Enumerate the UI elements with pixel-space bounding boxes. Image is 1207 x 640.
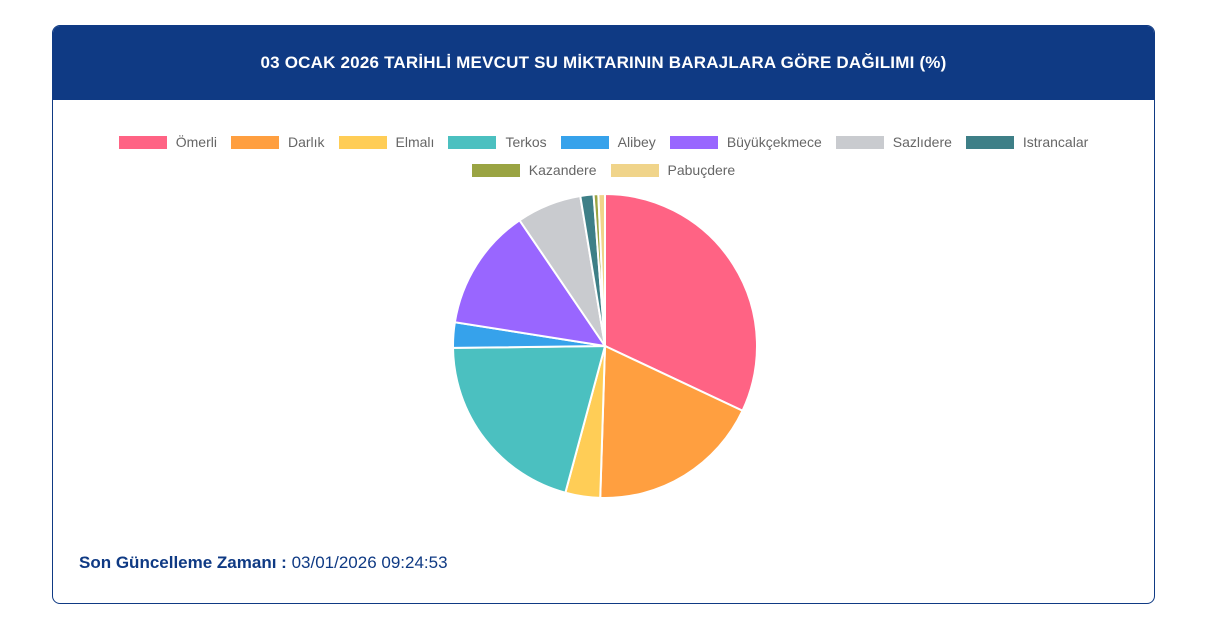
legend-item[interactable]: Elmalı — [338, 134, 435, 150]
legend-label: Büyükçekmece — [726, 134, 822, 150]
legend-label: Sazlıdere — [892, 134, 952, 150]
legend-swatch — [835, 135, 884, 149]
legend-label: Ömerli — [175, 134, 217, 150]
legend-item[interactable]: Alibey — [560, 134, 656, 150]
pie-slice-b-y-k-ekmece[interactable] — [453, 218, 608, 348]
chart-card: 03 OCAK 2026 TARİHLİ MEVCUT SU MİKTARINI… — [52, 25, 1155, 604]
legend-swatch — [965, 135, 1014, 149]
chart-legend: Ömerli Darlık Elmalı Terkos Alibey Büyükçekme… — [53, 134, 1154, 178]
legend-label: Pabuçdere — [667, 162, 736, 178]
pie-slice-darl-k[interactable] — [599, 344, 744, 499]
legend-swatch — [338, 135, 387, 149]
legend-item[interactable]: Pabuçdere — [610, 162, 736, 178]
pie-slice--merli[interactable] — [604, 192, 758, 413]
legend-label: Elmalı — [395, 134, 435, 150]
legend-swatch — [230, 135, 279, 149]
legend-label: Alibey — [617, 134, 656, 150]
legend-swatch — [448, 135, 497, 149]
legend-item[interactable]: Terkos — [448, 134, 547, 150]
legend-label: Darlık — [287, 134, 325, 150]
legend-item[interactable]: Sazlıdere — [835, 134, 952, 150]
pie-chart — [451, 192, 758, 499]
chart-title: 03 OCAK 2026 TARİHLİ MEVCUT SU MİKTARINI… — [260, 53, 947, 72]
legend-item[interactable]: Büyükçekmece — [669, 134, 822, 150]
last-update-value: 03/01/2026 09:24:53 — [291, 553, 448, 572]
legend-swatch — [560, 135, 609, 149]
legend-item[interactable]: Ömerli — [118, 134, 217, 150]
legend-item[interactable]: Darlık — [230, 134, 325, 150]
legend-label: Kazandere — [528, 162, 597, 178]
pie-slice-pabu-dere[interactable] — [597, 192, 606, 347]
last-update: Son Güncelleme Zamanı : 03/01/2026 09:24… — [79, 553, 448, 573]
legend-swatch — [610, 163, 659, 177]
legend-swatch — [669, 135, 718, 149]
legend-item[interactable]: Istrancalar — [965, 134, 1089, 150]
legend-label: Terkos — [505, 134, 547, 150]
last-update-label: Son Güncelleme Zamanı : — [79, 553, 287, 572]
legend-swatch — [118, 135, 167, 149]
legend-label: Istrancalar — [1022, 134, 1089, 150]
card-header: 03 OCAK 2026 TARİHLİ MEVCUT SU MİKTARINI… — [53, 26, 1154, 100]
pie-slice-terkos[interactable] — [451, 344, 607, 494]
legend-swatch — [471, 163, 520, 177]
legend-item[interactable]: Kazandere — [471, 162, 597, 178]
